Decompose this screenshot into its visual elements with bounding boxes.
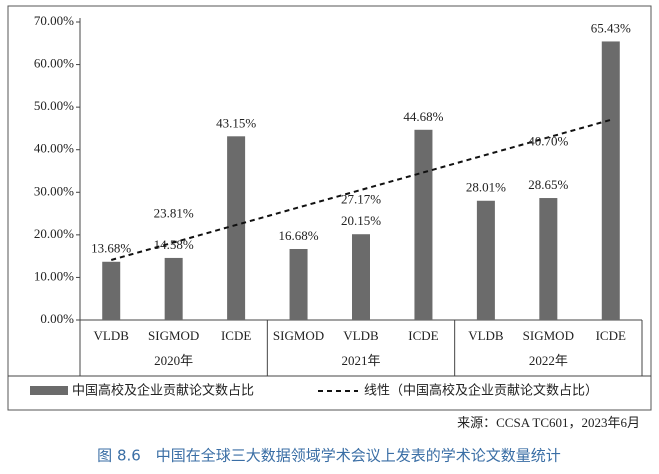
bar bbox=[227, 136, 246, 320]
y-tick-label: 10.00% bbox=[34, 268, 74, 283]
caption: 图 8.6 中国在全球三大数据领域学术会议上发表的学术论文数量统计 bbox=[97, 447, 561, 465]
chart-border bbox=[7, 5, 652, 411]
legend-label: 中国高校及企业贡献论文数占比 bbox=[72, 383, 254, 399]
data-label: 28.01% bbox=[466, 180, 506, 195]
x-tick-label: ICDE bbox=[408, 328, 438, 343]
y-tick-label: 70.00% bbox=[34, 13, 74, 28]
bar bbox=[414, 129, 433, 320]
x-tick-label: ICDE bbox=[221, 328, 251, 343]
x-tick-label: SIGMOD bbox=[523, 328, 574, 343]
y-tick-label: 0.00% bbox=[40, 311, 74, 326]
x-tick-label: ICDE bbox=[596, 328, 626, 343]
trendline bbox=[110, 118, 612, 261]
y-tick-label: 40.00% bbox=[34, 141, 74, 156]
data-label: 44.68% bbox=[403, 109, 443, 124]
bar bbox=[352, 234, 370, 320]
bar bbox=[164, 257, 183, 320]
x-tick-label: VLDB bbox=[468, 328, 504, 343]
data-label: 28.65% bbox=[528, 177, 568, 192]
data-label: 20.15% bbox=[341, 213, 381, 228]
data-label: 65.43% bbox=[591, 20, 631, 35]
legend-swatch bbox=[30, 386, 68, 395]
x-tick-label: VLDB bbox=[94, 328, 130, 343]
x-tick-label: SIGMOD bbox=[148, 328, 199, 343]
x-tick-label: VLDB bbox=[343, 328, 379, 343]
y-tick-label: 50.00% bbox=[34, 98, 74, 113]
bar bbox=[601, 41, 620, 321]
y-tick-label: 30.00% bbox=[34, 183, 74, 198]
data-label: 43.15% bbox=[216, 115, 256, 130]
bar bbox=[289, 248, 308, 320]
bar bbox=[476, 200, 495, 320]
legend-label: 线性（中国高校及企业贡献论文数占比） bbox=[364, 383, 598, 399]
data-label: 13.68% bbox=[91, 241, 131, 256]
bar bbox=[539, 198, 558, 320]
group-label: 2021年 bbox=[341, 353, 380, 368]
group-label: 2022年 bbox=[529, 353, 568, 368]
average-label: 40.70% bbox=[528, 134, 568, 149]
group-label: 2020年 bbox=[154, 353, 193, 368]
x-tick-label: SIGMOD bbox=[273, 328, 324, 343]
average-label: 27.17% bbox=[341, 191, 381, 206]
y-tick-label: 60.00% bbox=[34, 56, 74, 71]
average-label: 23.81% bbox=[154, 206, 194, 221]
y-tick-label: 20.00% bbox=[34, 226, 74, 241]
bar bbox=[102, 261, 121, 320]
data-label: 14.58% bbox=[154, 237, 194, 252]
data-label: 16.68% bbox=[279, 228, 319, 243]
source: 来源：CCSA TC601，2023年6月 bbox=[457, 415, 640, 430]
